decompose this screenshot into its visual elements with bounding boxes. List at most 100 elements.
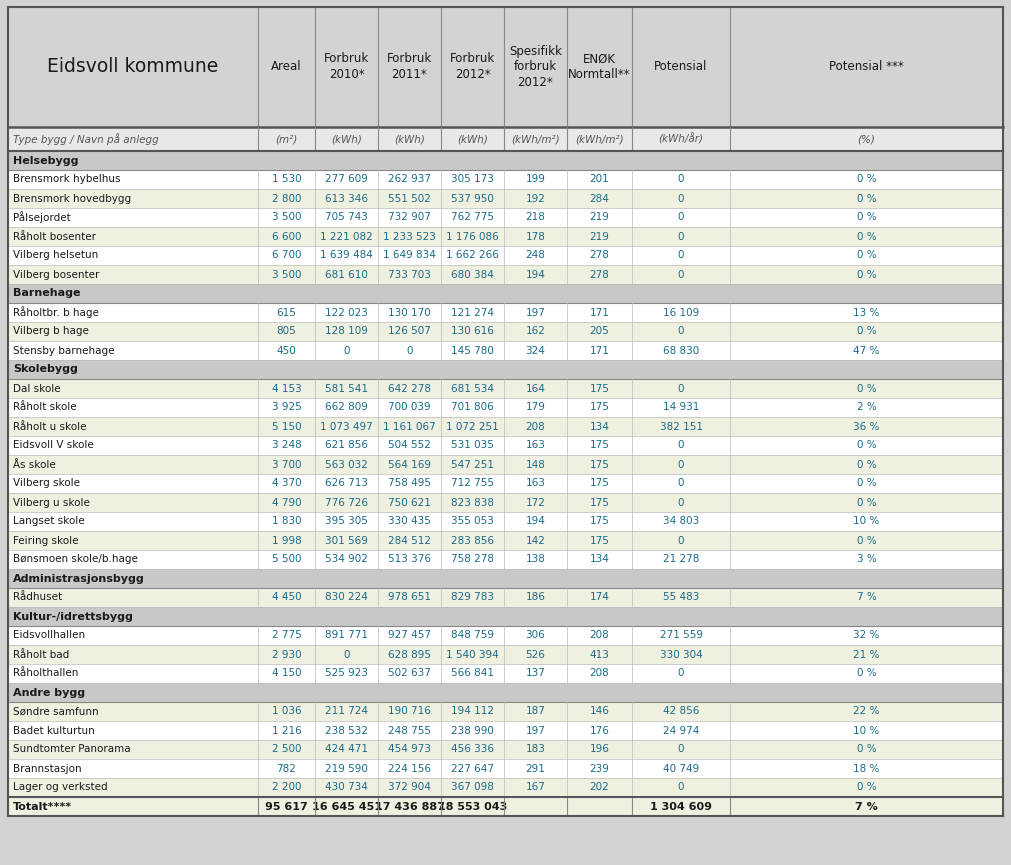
Text: 171: 171 [589, 307, 610, 317]
Bar [8, 702, 1003, 721]
Text: 3 %: 3 % [856, 554, 877, 565]
Text: 1 216: 1 216 [272, 726, 301, 735]
Text: 0 %: 0 % [856, 175, 877, 184]
Bar [8, 341, 1003, 360]
Text: Totalt****: Totalt**** [13, 802, 72, 811]
Text: Eidsvoll V skole: Eidsvoll V skole [13, 440, 94, 451]
Text: 16 645 451: 16 645 451 [311, 802, 381, 811]
Text: 1 662 266: 1 662 266 [446, 251, 499, 260]
Bar [8, 417, 1003, 436]
Text: Skolebygg: Skolebygg [13, 364, 78, 375]
Text: 0: 0 [677, 478, 684, 489]
Text: (kWh): (kWh) [331, 134, 362, 144]
Text: (kWh): (kWh) [457, 134, 488, 144]
Text: 662 809: 662 809 [326, 402, 368, 413]
Text: 18 553 043: 18 553 043 [438, 802, 508, 811]
Text: 712 755: 712 755 [451, 478, 494, 489]
Text: 14 931: 14 931 [663, 402, 700, 413]
Text: 0: 0 [677, 175, 684, 184]
Text: 1 176 086: 1 176 086 [446, 232, 498, 241]
Text: 0 %: 0 % [856, 478, 877, 489]
Bar [8, 531, 1003, 550]
Text: 32 %: 32 % [853, 631, 880, 640]
Text: 681 534: 681 534 [451, 383, 494, 394]
Text: 1 304 609: 1 304 609 [650, 802, 712, 811]
Text: (kWh/m²): (kWh/m²) [575, 134, 624, 144]
Text: 13 %: 13 % [853, 307, 880, 317]
Text: 628 895: 628 895 [388, 650, 431, 659]
Text: 121 274: 121 274 [451, 307, 494, 317]
Bar [8, 379, 1003, 398]
Text: 196: 196 [589, 745, 610, 754]
Text: 829 783: 829 783 [451, 593, 494, 603]
Text: 3 248: 3 248 [272, 440, 301, 451]
Text: 0: 0 [677, 535, 684, 546]
Text: 167: 167 [526, 783, 546, 792]
Text: Spesifikk
forbruk
2012*: Spesifikk forbruk 2012* [510, 44, 562, 89]
Text: Administrasjonsbygg: Administrasjonsbygg [13, 573, 145, 584]
Text: 1 830: 1 830 [272, 516, 301, 527]
Text: Feiring skole: Feiring skole [13, 535, 79, 546]
Text: 0 %: 0 % [856, 270, 877, 279]
Text: Råholt u skole: Råholt u skole [13, 421, 87, 432]
Text: 145 780: 145 780 [451, 345, 494, 356]
Text: 0: 0 [677, 232, 684, 241]
Text: 134: 134 [589, 554, 610, 565]
Text: 372 904: 372 904 [388, 783, 431, 792]
Text: 2 930: 2 930 [272, 650, 301, 659]
Text: 18 %: 18 % [853, 764, 880, 773]
Text: 5 150: 5 150 [272, 421, 301, 432]
Text: 197: 197 [526, 726, 546, 735]
Text: 175: 175 [589, 459, 610, 470]
Text: 551 502: 551 502 [388, 194, 431, 203]
Bar [8, 474, 1003, 493]
Text: 1 072 251: 1 072 251 [446, 421, 498, 432]
Text: Brensmork hovedbygg: Brensmork hovedbygg [13, 194, 131, 203]
Bar [8, 569, 1003, 588]
Text: 1 998: 1 998 [272, 535, 301, 546]
Text: 2 775: 2 775 [272, 631, 301, 640]
Text: 0: 0 [677, 213, 684, 222]
Bar [8, 127, 1003, 151]
Text: 732 907: 732 907 [388, 213, 431, 222]
Bar [8, 626, 1003, 645]
Text: 355 053: 355 053 [451, 516, 494, 527]
Text: 0 %: 0 % [856, 669, 877, 678]
Text: 21 %: 21 % [853, 650, 880, 659]
Bar [8, 208, 1003, 227]
Text: Potensial: Potensial [654, 61, 708, 74]
Text: Forbruk
2012*: Forbruk 2012* [450, 53, 495, 81]
Text: Dal skole: Dal skole [13, 383, 61, 394]
Text: 277 609: 277 609 [326, 175, 368, 184]
Bar [8, 740, 1003, 759]
Text: 192: 192 [526, 194, 546, 203]
Text: Råholt skole: Råholt skole [13, 402, 77, 413]
Text: 194 112: 194 112 [451, 707, 494, 716]
Text: (kWh): (kWh) [394, 134, 425, 144]
Text: 7 %: 7 % [856, 593, 877, 603]
Text: Badet kulturtun: Badet kulturtun [13, 726, 95, 735]
Text: 34 803: 34 803 [663, 516, 700, 527]
Text: 278: 278 [589, 270, 610, 279]
Text: (kWh/m²): (kWh/m²) [512, 134, 560, 144]
Bar [8, 189, 1003, 208]
Text: 4 370: 4 370 [272, 478, 301, 489]
Text: 4 450: 4 450 [272, 593, 301, 603]
Text: Forbruk
2011*: Forbruk 2011* [387, 53, 432, 81]
Text: 162: 162 [526, 326, 546, 336]
Text: 680 384: 680 384 [451, 270, 494, 279]
Text: 239: 239 [589, 764, 610, 773]
Text: 626 713: 626 713 [325, 478, 368, 489]
Text: 450: 450 [277, 345, 296, 356]
Text: Råholt bosenter: Råholt bosenter [13, 232, 96, 241]
Text: Vilberg helsetun: Vilberg helsetun [13, 251, 98, 260]
Text: 805: 805 [277, 326, 296, 336]
Bar [8, 721, 1003, 740]
Text: 175: 175 [589, 478, 610, 489]
Text: 0: 0 [344, 650, 350, 659]
Bar [8, 360, 1003, 379]
Text: 278: 278 [589, 251, 610, 260]
Text: 190 716: 190 716 [388, 707, 431, 716]
Text: 40 749: 40 749 [663, 764, 700, 773]
Text: 208: 208 [589, 631, 610, 640]
